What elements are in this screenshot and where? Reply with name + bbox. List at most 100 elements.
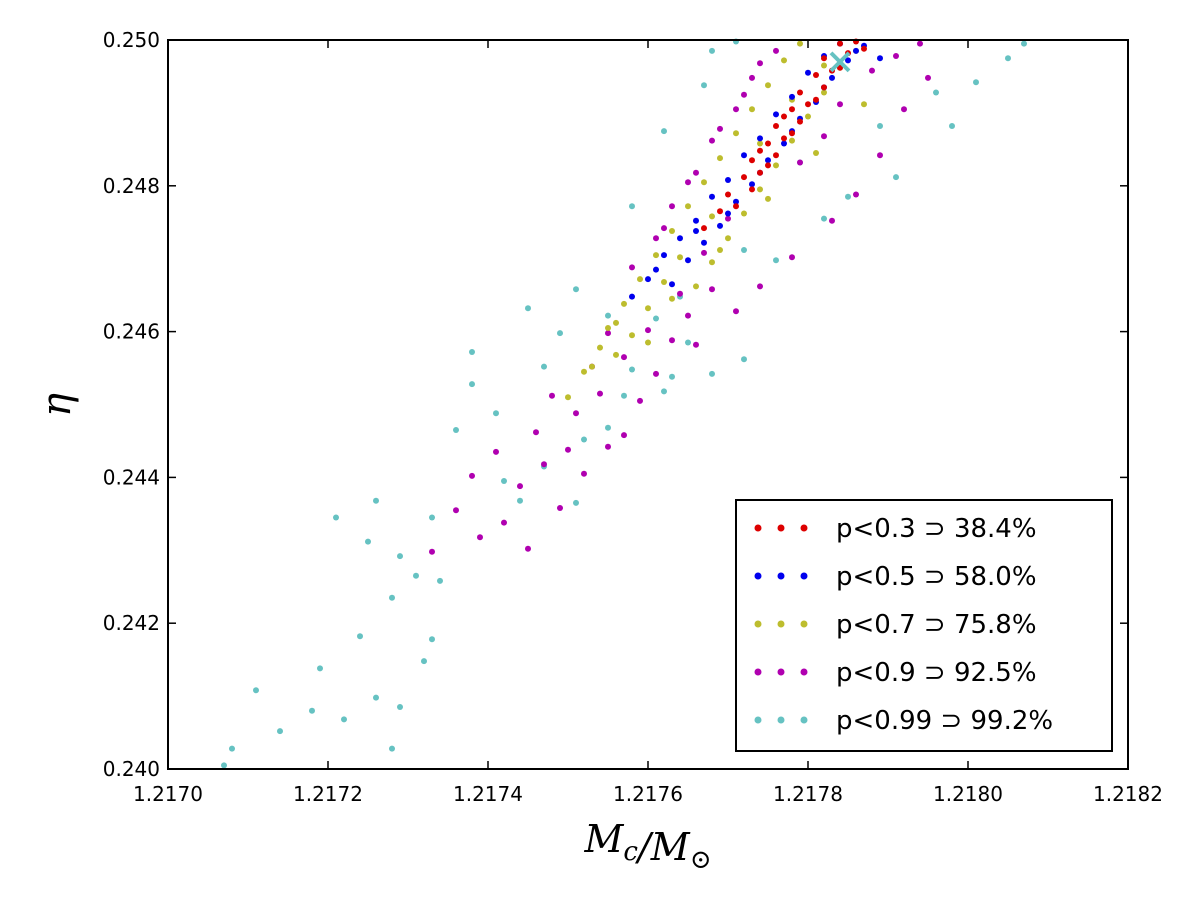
scatter-point [877, 152, 883, 159]
scatter-point [757, 169, 763, 176]
scatter-point [757, 283, 763, 290]
scatter-point [733, 130, 739, 137]
scatter-point [709, 137, 715, 144]
scatter-point [629, 203, 635, 210]
points-layer [221, 38, 1027, 769]
scatter-point [429, 636, 435, 643]
scatter-point [821, 133, 827, 140]
scatter-point [669, 295, 675, 302]
scatter-point [749, 181, 755, 188]
scatter-point [701, 179, 707, 186]
scatter-point [837, 64, 843, 71]
scatter-point [773, 162, 779, 169]
scatter-point [773, 111, 779, 118]
scatter-point [725, 235, 731, 242]
scatter-point [421, 658, 427, 665]
scatter-point [221, 762, 227, 769]
scatter-point [877, 123, 883, 129]
scatter-point [453, 507, 459, 514]
scatter-point [789, 254, 795, 261]
scatter-point [821, 215, 827, 222]
x-tick-label: 1.2178 [773, 782, 843, 806]
scatter-point [685, 339, 691, 346]
scatter-point [741, 91, 747, 98]
scatter-point [397, 553, 403, 560]
legend-label: p<0.9 ⊃ 92.5% [836, 658, 1037, 688]
scatter-point [549, 392, 555, 399]
scatter-point [917, 40, 923, 47]
scatter-point [797, 159, 803, 166]
legend-swatch-dot [800, 620, 808, 628]
scatter-point [717, 222, 723, 229]
scatter-point [645, 305, 651, 312]
scatter-point [773, 152, 779, 159]
legend-swatch-dot [754, 668, 762, 676]
scatter-point [781, 140, 787, 147]
scatter-point [605, 443, 611, 450]
scatter-point [397, 704, 403, 710]
scatter-point [517, 483, 523, 490]
legend-item: p<0.99 ⊃ 99.2% [754, 706, 1053, 736]
scatter-point [717, 208, 723, 215]
scatter-point [709, 370, 715, 377]
scatter-point [581, 470, 587, 477]
scatter-point [701, 225, 707, 232]
scatter-point [861, 45, 867, 52]
scatter-point [709, 259, 715, 266]
y-tick-label: 0.248 [103, 174, 160, 198]
scatter-point [861, 101, 867, 108]
scatter-point [661, 225, 667, 232]
scatter-point [773, 123, 779, 129]
x-tick-label: 1.2176 [613, 782, 683, 806]
legend-swatch-dot [754, 620, 762, 628]
scatter-point [629, 332, 635, 339]
scatter-point [661, 252, 667, 259]
scatter-point [709, 213, 715, 220]
scatter-point [1021, 40, 1027, 47]
scatter-point [933, 89, 939, 96]
scatter-point [821, 62, 827, 69]
scatter-point [573, 286, 579, 293]
scatter-point [469, 381, 475, 388]
legend-label: p<0.99 ⊃ 99.2% [836, 706, 1053, 736]
x-tick-label: 1.2172 [293, 782, 363, 806]
scatter-point [829, 217, 835, 224]
scatter-point [573, 410, 579, 417]
scatter-point [821, 89, 827, 96]
scatter-point [1005, 55, 1011, 62]
legend-swatch-dot [777, 572, 785, 580]
scatter-point [573, 499, 579, 506]
scatter-point [605, 325, 611, 331]
scatter-point [613, 319, 619, 326]
scatter-point [717, 155, 723, 162]
y-tick-label: 0.244 [103, 465, 160, 489]
scatter-point [493, 448, 499, 455]
scatter-point [501, 478, 507, 484]
scatter-point [781, 57, 787, 64]
scatter-point [477, 534, 483, 541]
scatter-point [685, 179, 691, 186]
scatter-point [389, 745, 395, 752]
scatter-point [693, 341, 699, 348]
scatter-point [693, 217, 699, 224]
legend-item: p<0.9 ⊃ 92.5% [754, 658, 1037, 688]
scatter-point [629, 293, 635, 300]
y-tick-label: 0.250 [103, 28, 160, 52]
scatter-point [693, 228, 699, 234]
legend-box [735, 499, 1113, 752]
legend-swatch-dot [777, 524, 785, 532]
scatter-point [789, 137, 795, 144]
scatter-point [429, 548, 435, 555]
scatter-point [813, 96, 819, 103]
scatter-point [821, 55, 827, 62]
scatter-point [749, 106, 755, 113]
scatter-point [893, 53, 899, 59]
scatter-point [757, 140, 763, 147]
legend-swatch-dot [800, 524, 808, 532]
scatter-point [605, 424, 611, 431]
x-tick-label: 1.2180 [933, 782, 1003, 806]
legend-label: p<0.5 ⊃ 58.0% [836, 562, 1037, 592]
scatter-point [757, 147, 763, 154]
scatter-point [597, 390, 603, 397]
scatter-point [741, 174, 747, 181]
